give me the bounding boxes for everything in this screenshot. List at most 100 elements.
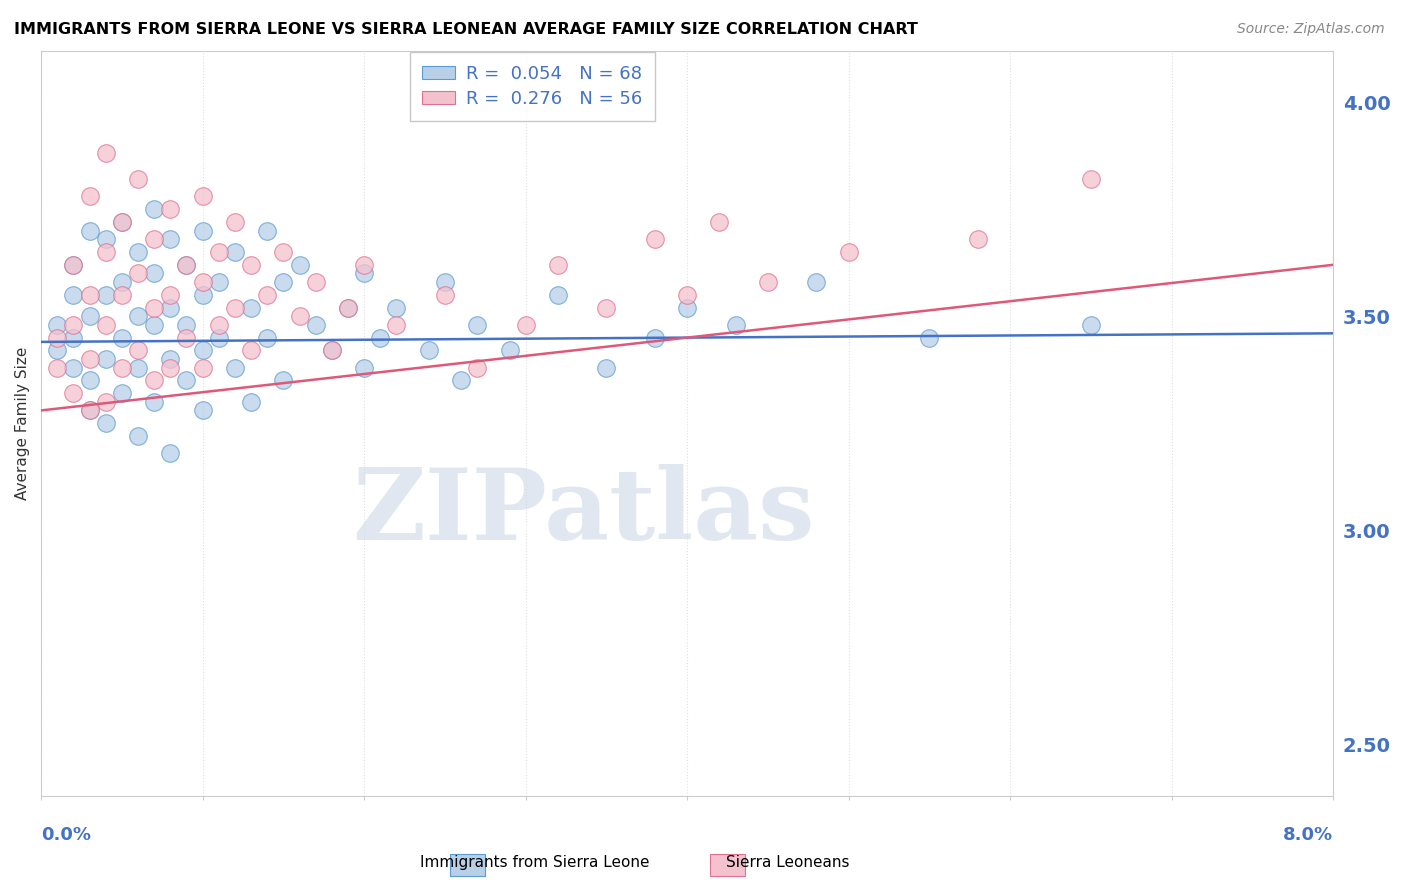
Point — [111, 215, 134, 229]
Point — [224, 301, 246, 315]
Point — [127, 429, 149, 443]
Point — [111, 215, 134, 229]
Point — [498, 343, 520, 358]
Point — [46, 318, 69, 332]
Point — [515, 318, 537, 332]
Point — [79, 403, 101, 417]
Point — [94, 417, 117, 431]
Point — [94, 351, 117, 366]
Point — [224, 215, 246, 229]
Point — [127, 360, 149, 375]
Point — [224, 244, 246, 259]
Point — [321, 343, 343, 358]
Point — [94, 146, 117, 161]
Point — [111, 360, 134, 375]
Point — [273, 373, 295, 387]
Point — [465, 318, 488, 332]
Point — [644, 330, 666, 344]
Text: Sierra Leoneans: Sierra Leoneans — [725, 855, 849, 870]
Point — [111, 386, 134, 401]
Point — [79, 223, 101, 237]
Point — [62, 258, 84, 272]
Point — [79, 189, 101, 203]
Point — [62, 330, 84, 344]
Point — [94, 395, 117, 409]
Point — [418, 343, 440, 358]
Point — [176, 318, 198, 332]
Point — [433, 287, 456, 301]
Point — [724, 318, 747, 332]
Point — [94, 232, 117, 246]
Point — [176, 258, 198, 272]
Point — [547, 287, 569, 301]
Point — [111, 275, 134, 289]
Point — [46, 343, 69, 358]
Point — [756, 275, 779, 289]
Point — [337, 301, 360, 315]
Text: ZIPatlas: ZIPatlas — [353, 464, 815, 561]
Text: Source: ZipAtlas.com: Source: ZipAtlas.com — [1237, 22, 1385, 37]
Point — [273, 244, 295, 259]
Point — [305, 275, 328, 289]
Point — [159, 301, 181, 315]
Point — [159, 202, 181, 216]
Point — [288, 309, 311, 323]
Text: 8.0%: 8.0% — [1284, 826, 1333, 844]
Point — [127, 172, 149, 186]
Point — [79, 373, 101, 387]
Point — [240, 395, 263, 409]
Point — [305, 318, 328, 332]
Point — [159, 287, 181, 301]
Point — [208, 275, 231, 289]
Point — [465, 360, 488, 375]
Point — [143, 318, 166, 332]
Point — [46, 330, 69, 344]
Point — [273, 275, 295, 289]
Point — [111, 287, 134, 301]
Point — [79, 351, 101, 366]
Point — [806, 275, 828, 289]
Point — [337, 301, 360, 315]
Point — [450, 373, 472, 387]
Point — [62, 360, 84, 375]
Point — [94, 244, 117, 259]
Point — [709, 215, 731, 229]
Point — [353, 258, 375, 272]
Point — [191, 403, 214, 417]
Point — [143, 266, 166, 280]
Point — [127, 309, 149, 323]
Point — [46, 360, 69, 375]
Point — [176, 373, 198, 387]
Point — [143, 373, 166, 387]
Point — [224, 360, 246, 375]
Point — [385, 301, 408, 315]
Point — [385, 318, 408, 332]
Point — [676, 287, 699, 301]
Point — [159, 232, 181, 246]
Point — [143, 232, 166, 246]
Point — [79, 287, 101, 301]
Point — [256, 287, 278, 301]
Point — [111, 330, 134, 344]
Point — [256, 330, 278, 344]
Point — [127, 343, 149, 358]
Point — [79, 309, 101, 323]
Point — [368, 330, 391, 344]
Point — [676, 301, 699, 315]
Point — [176, 258, 198, 272]
Point — [288, 258, 311, 272]
Point — [1080, 172, 1102, 186]
Point — [143, 395, 166, 409]
Point — [547, 258, 569, 272]
Point — [159, 446, 181, 460]
Text: Immigrants from Sierra Leone: Immigrants from Sierra Leone — [419, 855, 650, 870]
Point — [62, 386, 84, 401]
Point — [94, 318, 117, 332]
Point — [159, 360, 181, 375]
Point — [353, 360, 375, 375]
Point — [191, 275, 214, 289]
Point — [208, 330, 231, 344]
Legend: R =  0.054   N = 68, R =  0.276   N = 56: R = 0.054 N = 68, R = 0.276 N = 56 — [409, 53, 655, 120]
Point — [191, 360, 214, 375]
Point — [595, 360, 617, 375]
